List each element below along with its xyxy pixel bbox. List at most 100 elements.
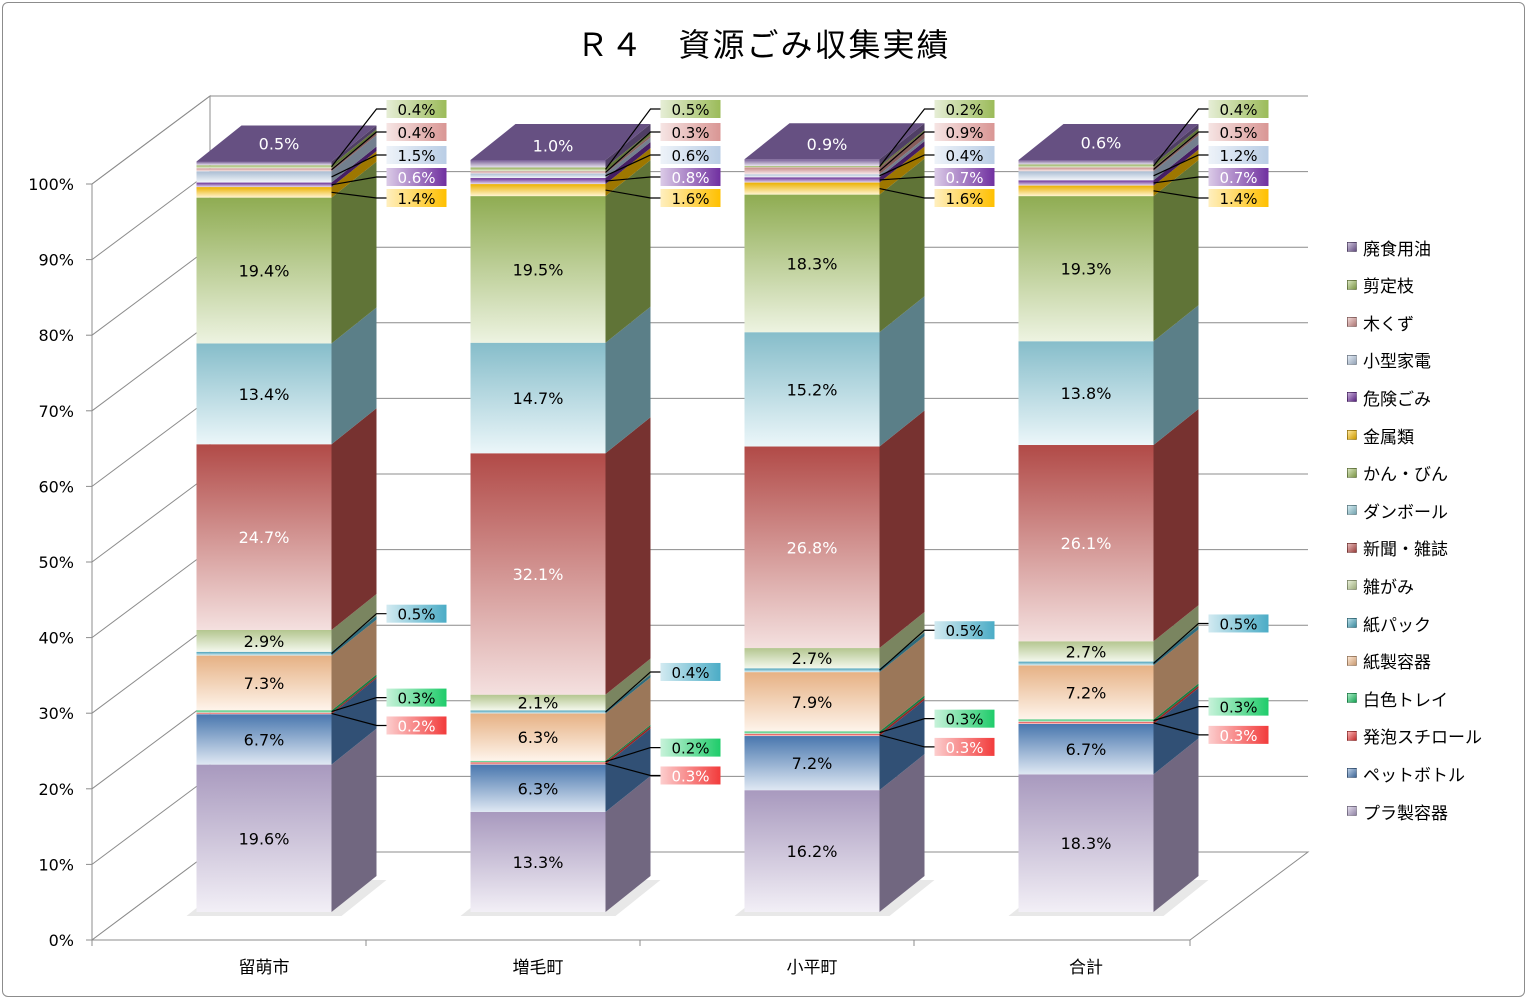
bar-segment <box>470 762 606 765</box>
bar-segment <box>744 672 880 732</box>
bar-segment <box>470 453 606 695</box>
bar-segment-side <box>331 161 377 344</box>
data-label: 7.2% <box>1066 683 1107 702</box>
callout-line <box>331 613 387 655</box>
bar-segment-side <box>1153 160 1199 342</box>
data-label: 1.4% <box>1219 190 1257 208</box>
bar-segment-side <box>605 142 651 185</box>
bar-segment-side <box>605 160 651 343</box>
data-label: 7.3% <box>244 674 285 693</box>
bar-segment-side <box>605 677 651 761</box>
bar-segment <box>470 710 606 714</box>
bar-segment-side <box>605 775 651 912</box>
bar-segment <box>196 197 332 344</box>
callout-line <box>331 712 387 727</box>
data-label: 26.1% <box>1061 534 1112 553</box>
bar-segment <box>1018 774 1154 912</box>
bar-segment <box>196 161 332 166</box>
callout-line <box>605 176 661 182</box>
callout-line <box>605 671 661 713</box>
bar-segment <box>1018 196 1154 342</box>
data-label: 6.7% <box>1066 740 1107 759</box>
legend-label: かん・びん <box>1363 465 1448 486</box>
data-label: 0.6% <box>397 169 435 187</box>
legend-label: 雑がみ <box>1363 577 1414 598</box>
callout-line <box>331 696 387 713</box>
y-tick-label: 90% <box>38 251 74 270</box>
bar-segment <box>1018 665 1154 720</box>
callout-line <box>1153 131 1209 170</box>
bar-segment <box>1018 185 1154 197</box>
bar-segment <box>470 342 606 454</box>
legend-item: ダンボール <box>1347 499 1448 523</box>
bar-segment <box>196 171 332 183</box>
legend-label: 木くず <box>1363 314 1414 335</box>
legend-label: ペットボトル <box>1363 765 1465 786</box>
data-label: 0.2% <box>671 740 709 758</box>
bar-segment-side <box>1153 305 1199 446</box>
legend-label: 白色トレイ <box>1363 690 1448 711</box>
legend-label: 紙製容器 <box>1363 653 1431 674</box>
y-tick-label: 20% <box>38 780 74 799</box>
bar-segment <box>1018 445 1154 642</box>
bar-segment <box>1018 721 1154 724</box>
data-label: 16.2% <box>787 842 838 861</box>
bar-segment-side <box>1153 625 1199 666</box>
gridline-diagonal <box>91 397 211 487</box>
legend-swatch <box>1347 242 1357 252</box>
legend-swatch <box>1347 317 1357 328</box>
data-label: 0.5% <box>259 134 300 153</box>
data-label-box <box>386 100 447 118</box>
data-label: 2.1% <box>518 694 559 713</box>
gridline-diagonal <box>91 624 211 714</box>
bar-segment <box>1018 724 1154 775</box>
y-tick-label: 30% <box>38 704 74 723</box>
data-label-box <box>660 738 721 757</box>
data-label: 0.6% <box>1081 134 1122 153</box>
bar-segment-side <box>605 726 651 765</box>
data-label-box <box>1208 725 1269 744</box>
data-label-box <box>386 146 447 164</box>
data-label-box <box>386 716 447 735</box>
bar-segment <box>744 159 880 167</box>
data-label: 13.3% <box>513 853 564 872</box>
legend-label: 金属類 <box>1363 427 1414 448</box>
bar-segment-side <box>605 417 651 695</box>
data-label: 0.4% <box>397 124 435 142</box>
callout-line <box>605 746 661 763</box>
bar-segment-side <box>879 130 925 168</box>
bar-segment <box>196 764 332 912</box>
bar-segment <box>470 171 606 174</box>
callout-line <box>879 108 935 168</box>
bar-segment <box>196 444 332 630</box>
x-tick-label: 増毛町 <box>513 958 564 978</box>
gridline-diagonal <box>91 171 211 261</box>
bar-segment <box>470 167 606 172</box>
legend-swatch <box>1347 806 1357 816</box>
callout-line <box>879 629 935 671</box>
bar-segment-side <box>1153 409 1199 642</box>
data-label: 0.6% <box>671 147 709 165</box>
bar-segment <box>470 811 606 912</box>
legend-item: 雑がみ <box>1347 574 1414 598</box>
bar-segment <box>1018 167 1154 172</box>
bar-segment <box>744 182 880 195</box>
legend-label: 危険ごみ <box>1363 389 1431 410</box>
callout-line <box>879 734 935 748</box>
bar-segment-side <box>605 658 651 711</box>
legend-label: 新聞・雑誌 <box>1363 540 1448 561</box>
legend-item: プラ製容器 <box>1347 800 1448 824</box>
bar-segment <box>1018 641 1154 662</box>
callout-line <box>1153 722 1209 736</box>
legend-item: 危険ごみ <box>1347 386 1431 410</box>
bar-segment <box>1018 160 1154 165</box>
data-label: 18.3% <box>787 254 838 273</box>
callout-line <box>1153 190 1209 199</box>
data-label: 0.3% <box>1219 699 1257 717</box>
legend-item: 剪定枝 <box>1347 274 1414 297</box>
bar-top <box>470 124 651 160</box>
bar-segment <box>470 184 606 197</box>
data-label: 1.0% <box>533 137 574 156</box>
data-label-box <box>386 189 447 207</box>
bar-segment-side <box>879 146 925 195</box>
